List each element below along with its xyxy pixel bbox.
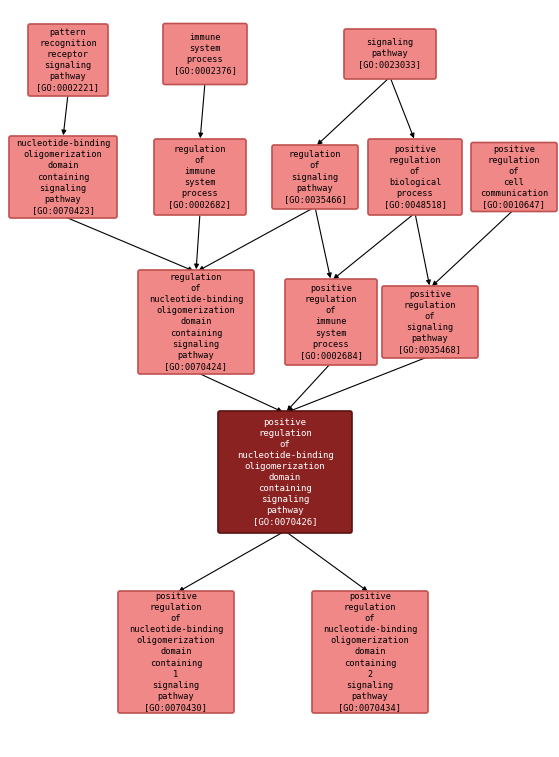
FancyBboxPatch shape	[154, 139, 246, 215]
Text: positive
regulation
of
immune
system
process
[GO:0002684]: positive regulation of immune system pro…	[300, 284, 362, 360]
FancyBboxPatch shape	[344, 29, 436, 79]
FancyBboxPatch shape	[382, 286, 478, 358]
Text: positive
regulation
of
nucleotide-binding
oligomerization
domain
containing
sign: positive regulation of nucleotide-bindin…	[236, 418, 333, 526]
Text: nucleotide-binding
oligomerization
domain
containing
signaling
pathway
[GO:00704: nucleotide-binding oligomerization domai…	[16, 139, 110, 215]
FancyBboxPatch shape	[28, 24, 108, 96]
FancyBboxPatch shape	[312, 591, 428, 713]
Text: immune
system
process
[GO:0002376]: immune system process [GO:0002376]	[173, 33, 236, 75]
Text: pattern
recognition
receptor
signaling
pathway
[GO:0002221]: pattern recognition receptor signaling p…	[36, 28, 100, 92]
FancyBboxPatch shape	[218, 411, 352, 533]
FancyBboxPatch shape	[118, 591, 234, 713]
FancyBboxPatch shape	[163, 23, 247, 85]
Text: regulation
of
signaling
pathway
[GO:0035466]: regulation of signaling pathway [GO:0035…	[283, 151, 347, 204]
Text: positive
regulation
of
nucleotide-binding
oligomerization
domain
containing
1
si: positive regulation of nucleotide-bindin…	[129, 592, 223, 712]
FancyBboxPatch shape	[285, 279, 377, 365]
Text: positive
regulation
of
cell
communication
[GO:0010647]: positive regulation of cell communicatio…	[480, 145, 548, 209]
Text: positive
regulation
of
nucleotide-binding
oligomerization
domain
containing
2
si: positive regulation of nucleotide-bindin…	[323, 592, 417, 712]
FancyBboxPatch shape	[368, 139, 462, 215]
Text: positive
regulation
of
signaling
pathway
[GO:0035468]: positive regulation of signaling pathway…	[399, 290, 462, 354]
FancyBboxPatch shape	[272, 145, 358, 209]
FancyBboxPatch shape	[138, 270, 254, 374]
Text: regulation
of
immune
system
process
[GO:0002682]: regulation of immune system process [GO:…	[168, 145, 231, 209]
FancyBboxPatch shape	[9, 136, 117, 218]
Text: signaling
pathway
[GO:0023033]: signaling pathway [GO:0023033]	[358, 39, 421, 70]
Text: regulation
of
nucleotide-binding
oligomerization
domain
containing
signaling
pat: regulation of nucleotide-binding oligome…	[149, 273, 243, 371]
Text: positive
regulation
of
biological
process
[GO:0048518]: positive regulation of biological proces…	[383, 145, 447, 209]
FancyBboxPatch shape	[471, 142, 557, 211]
